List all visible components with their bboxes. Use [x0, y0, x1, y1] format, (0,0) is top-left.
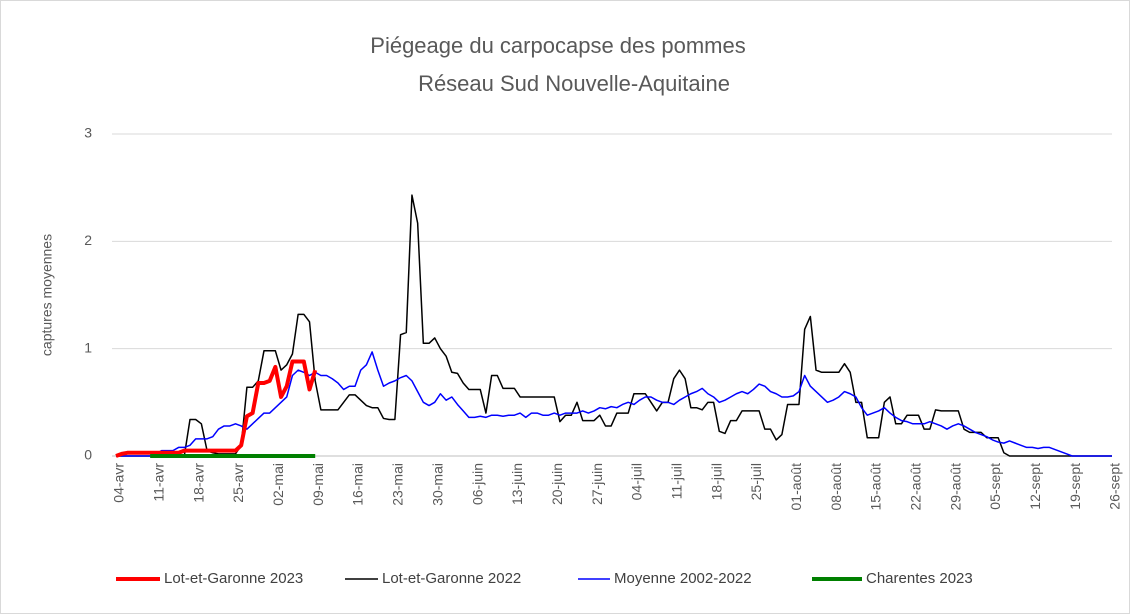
- x-tick-label: 25-juil: [748, 463, 764, 500]
- y-tick-label: 0: [84, 447, 92, 463]
- x-tick-label: 15-août: [868, 463, 884, 511]
- x-tick-label: 19-sept: [1067, 463, 1083, 510]
- x-tick-label: 12-sept: [1027, 463, 1043, 510]
- series-line: [116, 351, 1112, 457]
- x-tick-label: 18-avr: [190, 463, 206, 503]
- x-tick-label: 27-juin: [589, 463, 605, 505]
- x-tick-label: 04-juil: [629, 463, 645, 500]
- legend-label: Moyenne 2002-2022: [614, 570, 752, 587]
- x-tick-label: 25-avr: [230, 463, 246, 503]
- x-tick-label: 29-août: [947, 463, 963, 511]
- x-tick-label: 20-juin: [549, 463, 565, 505]
- y-axis-label: captures moyennes: [39, 234, 55, 356]
- chart-title: Piégeage du carpocapse des pommes: [370, 33, 745, 58]
- x-tick-label: 05-sept: [987, 463, 1003, 510]
- x-tick-label: 04-avr: [111, 463, 127, 503]
- series-line: [116, 194, 1112, 457]
- x-tick-label: 26-sept: [1107, 463, 1123, 510]
- legend-label: Lot-et-Garonne 2022: [382, 570, 521, 587]
- x-tick-label: 08-août: [828, 463, 844, 511]
- y-tick-label: 2: [84, 232, 92, 248]
- x-tick-label: 16-mai: [350, 463, 366, 506]
- x-tick-label: 09-mai: [310, 463, 326, 506]
- x-tick-label: 13-juin: [509, 463, 525, 505]
- x-tick-label: 22-août: [908, 463, 924, 511]
- x-tick-label: 02-mai: [270, 463, 286, 506]
- y-tick-label: 3: [84, 125, 92, 141]
- x-tick-label: 30-mai: [429, 463, 445, 506]
- y-tick-label: 1: [84, 339, 92, 355]
- x-tick-label: 11-juil: [668, 463, 684, 499]
- x-tick-label: 18-juil: [708, 463, 724, 500]
- x-tick-label: 23-mai: [390, 463, 406, 506]
- x-tick-label: 06-juin: [469, 463, 485, 505]
- legend-label: Charentes 2023: [866, 570, 973, 587]
- x-tick-label: 01-août: [788, 463, 804, 511]
- chart-subtitle: Réseau Sud Nouvelle-Aquitaine: [418, 71, 730, 96]
- x-tick-label: 11-avr: [151, 463, 167, 502]
- series-line: [115, 359, 318, 458]
- legend-label: Lot-et-Garonne 2023: [164, 570, 303, 587]
